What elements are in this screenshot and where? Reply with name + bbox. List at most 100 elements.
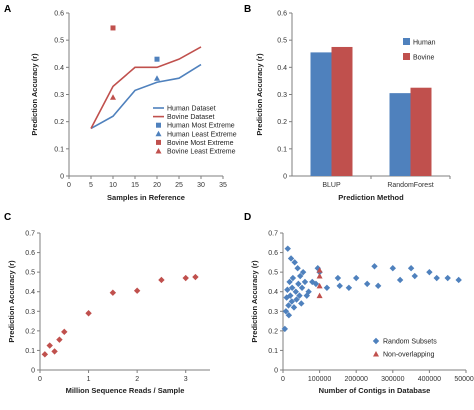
legend-label-1: Non-overlapping (383, 352, 434, 359)
data-point-0 (284, 286, 291, 293)
x-tick-label: 20 (153, 182, 161, 189)
chart-c: 0 0.1 0.2 0.3 0.4 0.5 0.6 0.7 0 1 2 3 Million Sequen… (7, 231, 210, 395)
y-axis-label: Prediction Accuracy (r) (250, 260, 259, 343)
x-tick-label: 2 (135, 376, 139, 383)
data-point-0 (281, 325, 289, 333)
data-point-0 (433, 274, 440, 282)
data-point-0 (292, 288, 300, 295)
x-axis-label: Number of Contigs in Database (319, 386, 431, 395)
legend-marker-1 (373, 351, 379, 357)
x-axis-label: Million Sequence Reads / Sample (66, 386, 185, 395)
x-tick-label: RandomForest (387, 182, 433, 189)
x-tick-label: 1 (87, 376, 91, 383)
y-tick-label: 0.5 (54, 38, 64, 45)
data-point-0 (323, 284, 331, 291)
data-point-0 (297, 272, 304, 280)
data-point-0 (285, 302, 292, 309)
data-point-0 (284, 245, 291, 252)
y-tick-label: 0.1 (277, 146, 287, 153)
chart-a: 0 0.1 0.2 0.3 0.4 0.5 0.6 0 5 10 15 20 25 30 35 Samples… (30, 11, 237, 203)
data-point-0 (426, 268, 433, 276)
bar-1-0 (331, 46, 353, 177)
x-tick-label: 15 (131, 182, 139, 189)
data-point-0 (444, 274, 451, 282)
data-point-0 (286, 278, 293, 286)
data-point-0 (290, 304, 298, 311)
data-point-0 (396, 276, 404, 284)
legend-marker-4 (156, 139, 161, 145)
data-point (56, 336, 63, 343)
panel-label-c: C (4, 212, 11, 223)
x-tick-label: 0 (67, 182, 71, 189)
series-marker-5 (110, 94, 116, 100)
y-tick-label: 0 (60, 174, 64, 181)
legend-swatch-0 (403, 38, 410, 45)
data-point-0 (295, 280, 302, 288)
y-tick-label: 0.3 (268, 309, 278, 316)
y-tick-label: 0.6 (25, 250, 35, 257)
data-point (182, 274, 189, 282)
y-tick-label: 0.1 (25, 348, 35, 355)
x-tick-label: 10 (109, 182, 117, 189)
x-tick-label: 5 (89, 182, 93, 189)
data-point-0 (455, 276, 462, 284)
legend-marker-2 (156, 122, 161, 128)
x-tick-label: 35 (219, 182, 227, 189)
data-point-0 (411, 272, 418, 280)
data-point-0 (288, 284, 296, 291)
y-tick-label: 0.1 (268, 348, 278, 355)
data-point-0 (296, 292, 303, 299)
y-tick-label: 0 (274, 368, 278, 375)
data-point-1 (316, 282, 323, 289)
data-point (51, 348, 58, 355)
y-tick-label: 0.2 (268, 328, 278, 335)
data-point (85, 310, 92, 317)
y-tick-label: 0.3 (54, 92, 64, 99)
legend-label-5: Bovine Least Extreme (167, 149, 236, 156)
y-tick-label: 0.3 (277, 92, 287, 99)
x-tick-label: 400000 (418, 376, 441, 383)
legend-marker-3 (155, 130, 162, 137)
data-point-0 (336, 282, 343, 290)
legend-label-1: Bovine (413, 55, 435, 62)
series-line-0 (90, 63, 202, 130)
y-tick-label: 0.6 (268, 250, 278, 257)
panel-label-b: B (244, 4, 251, 15)
data-point-0 (285, 312, 293, 319)
data-point-0 (345, 284, 353, 291)
x-tick-label: 0 (38, 376, 42, 383)
y-axis-label: Prediction Accuracy (r) (7, 260, 16, 343)
series-line-1 (90, 46, 202, 129)
data-point (158, 276, 165, 284)
y-axis-label: Prediction Accuracy (r) (30, 53, 39, 136)
data-point (46, 342, 53, 349)
data-point-0 (334, 274, 342, 282)
bar-1-1 (410, 87, 432, 176)
x-tick-label: 500000 (454, 376, 474, 383)
data-point-0 (305, 288, 312, 295)
panel-label-d: D (244, 212, 251, 223)
panel-label-a: A (4, 4, 11, 15)
x-tick-label: 25 (175, 182, 183, 189)
data-point-0 (298, 284, 306, 291)
data-point-0 (363, 280, 371, 288)
y-tick-label: 0.2 (277, 119, 287, 126)
data-point-0 (294, 265, 301, 272)
x-tick-label: 0 (281, 376, 285, 383)
x-axis-label: Samples in Reference (107, 193, 185, 202)
x-tick-label: 200000 (345, 376, 368, 383)
chart-d: 0 0.1 0.2 0.3 0.4 0.5 0.6 0.7 0 100000 200000 30000… (250, 231, 474, 396)
data-point-1 (316, 292, 323, 299)
y-tick-label: 0.7 (268, 231, 278, 238)
legend-marker-0 (372, 337, 380, 345)
data-point-0 (287, 255, 295, 262)
legend-swatch-1 (403, 53, 410, 60)
series-marker-4 (110, 25, 116, 31)
data-point (61, 328, 68, 336)
data-point-0 (282, 308, 290, 315)
legend-label-1: Bovine Dataset (167, 114, 215, 121)
data-point-0 (374, 282, 382, 290)
y-tick-label: 0.2 (54, 119, 64, 126)
data-point-0 (389, 265, 396, 272)
